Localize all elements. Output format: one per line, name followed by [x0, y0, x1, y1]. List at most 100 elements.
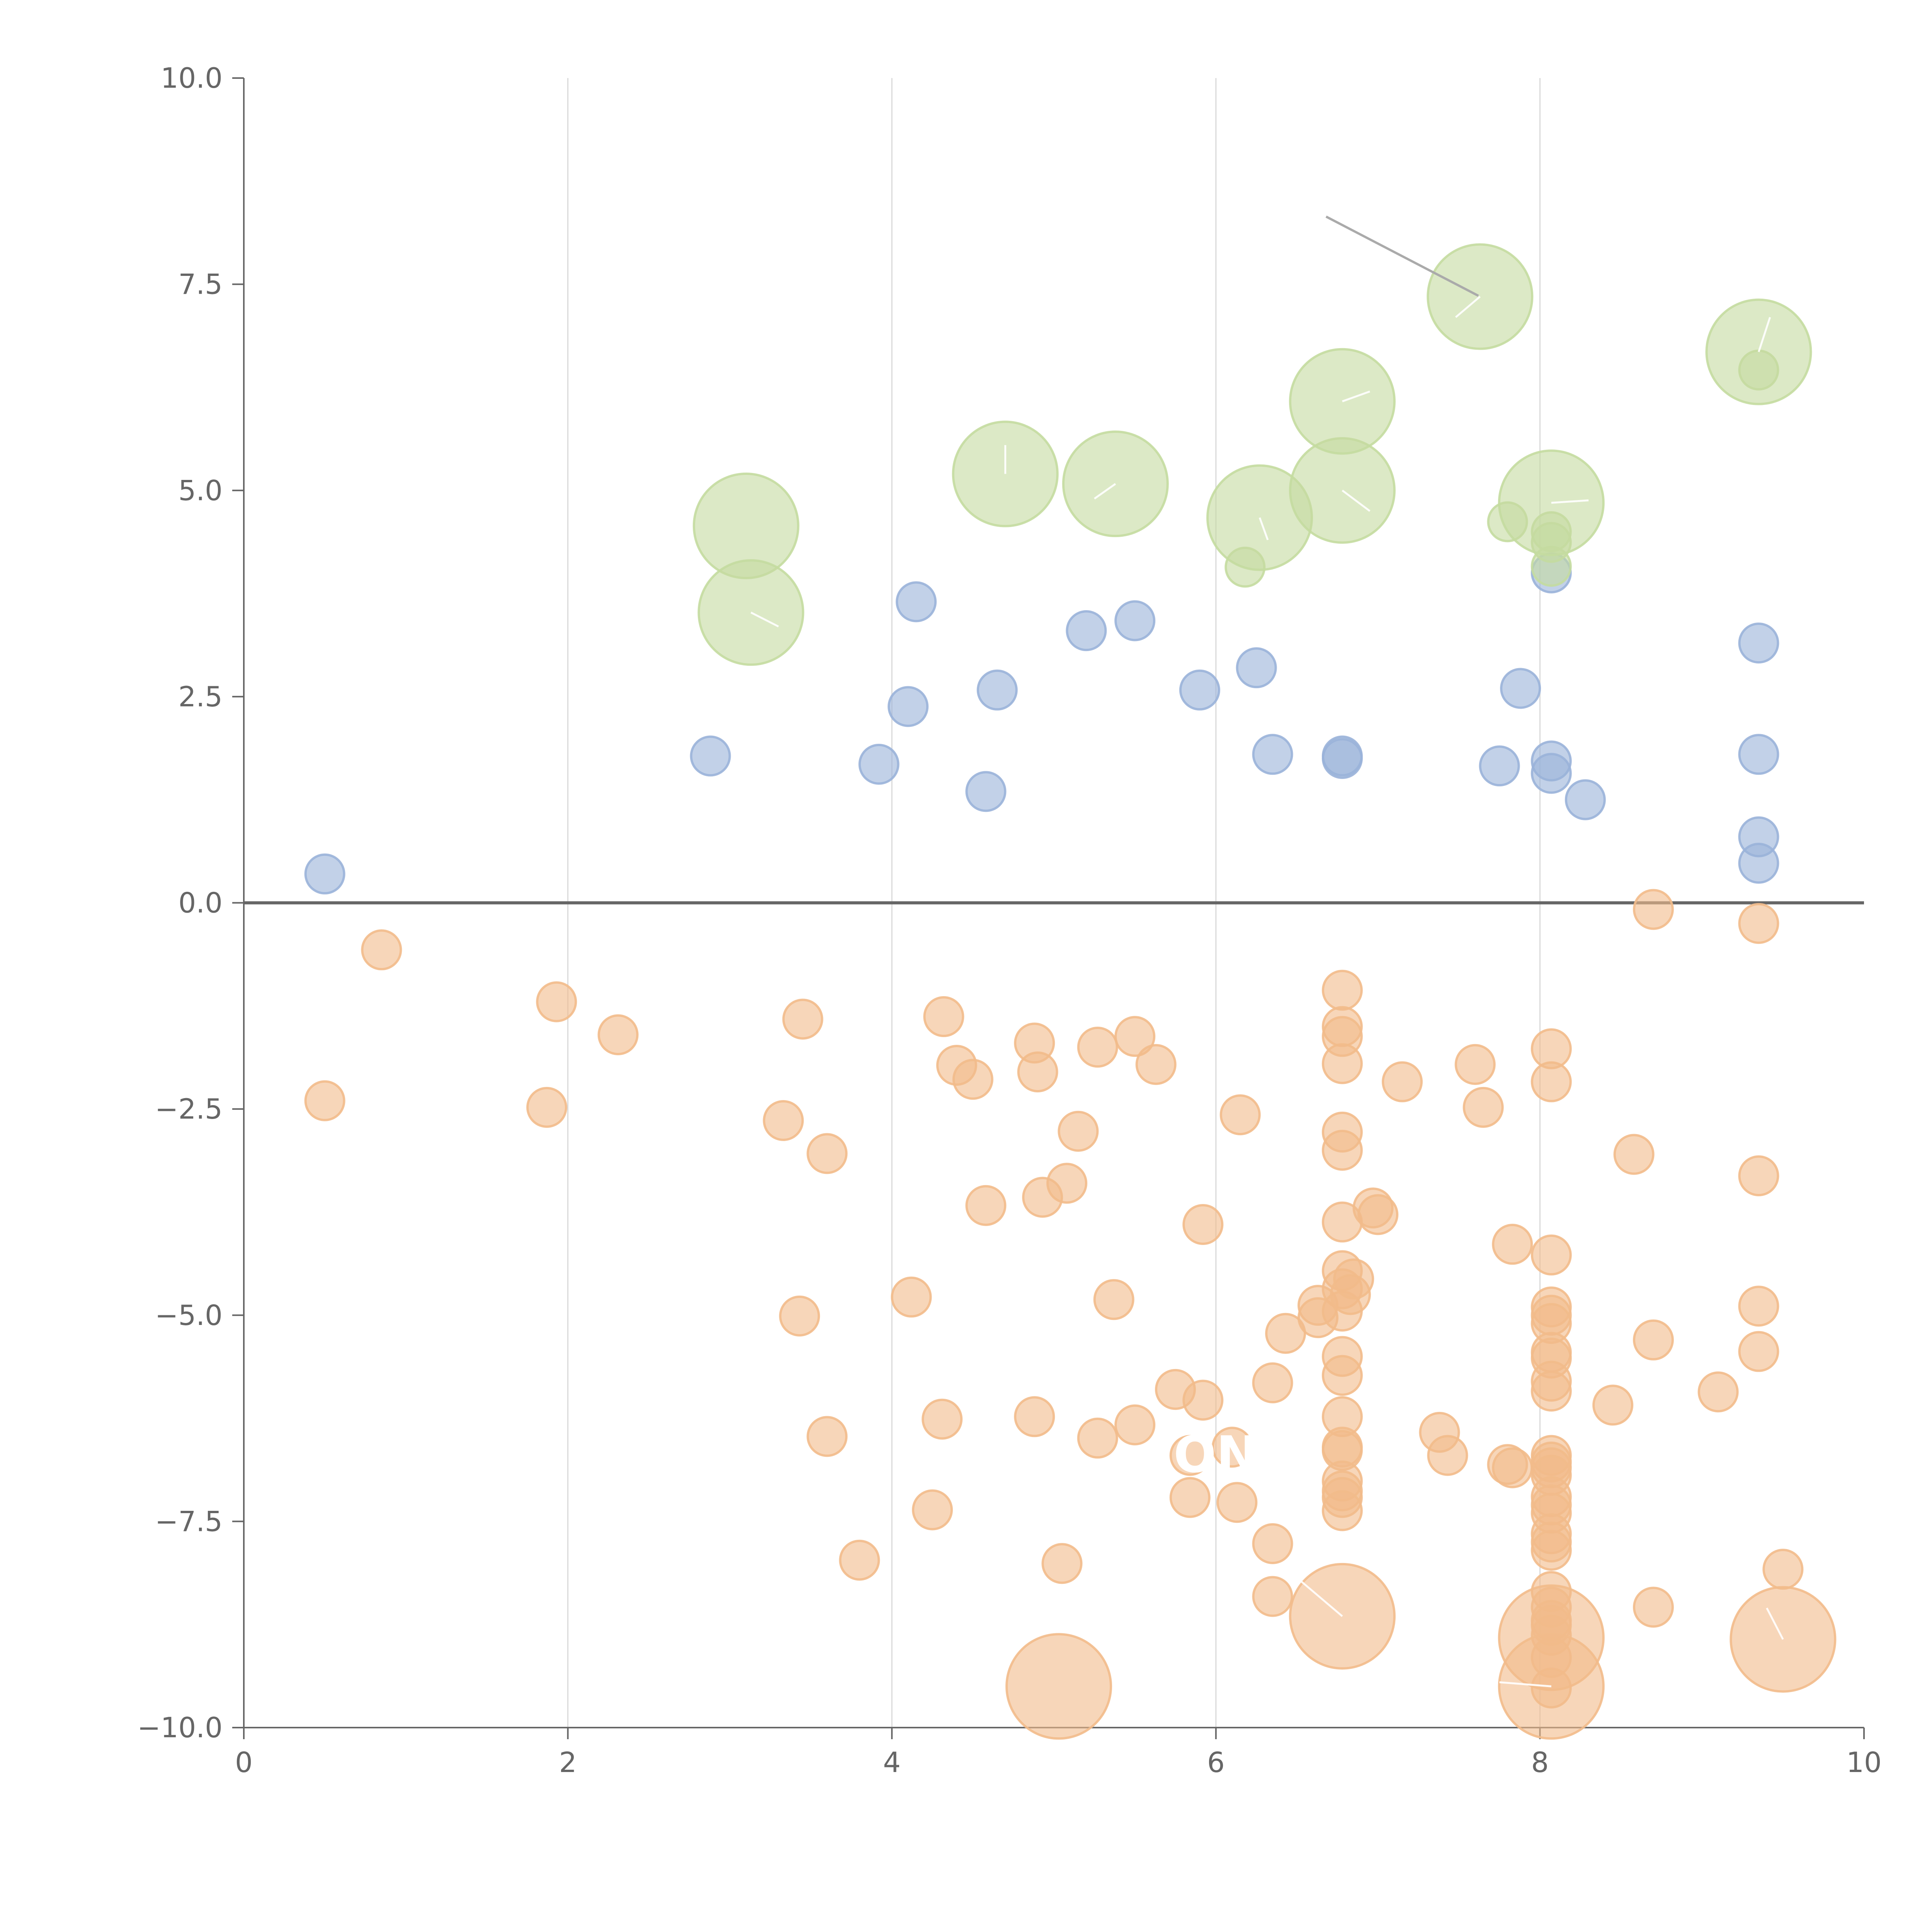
- y-tick-label: −2.5: [155, 1093, 223, 1125]
- bubble-leader-mark: [1455, 296, 1481, 318]
- data-point-orange: [1633, 1587, 1674, 1628]
- data-point-orange: [1633, 889, 1674, 930]
- data-point-orange-large: [1005, 1633, 1112, 1740]
- data-point-orange: [1531, 1530, 1572, 1571]
- data-point-orange: [597, 1014, 639, 1056]
- bubble-leader-mark: [1342, 490, 1371, 512]
- data-point-orange: [952, 1059, 993, 1100]
- data-point-orange: [1531, 1234, 1572, 1276]
- data-point-blue: [1236, 647, 1277, 689]
- y-tick-label: 0.0: [178, 887, 223, 919]
- x-tick-label: 4: [883, 1746, 901, 1779]
- data-point-orange: [839, 1539, 880, 1581]
- data-point-blue: [1500, 668, 1541, 709]
- data-point-orange: [806, 1133, 848, 1174]
- data-point-blue: [976, 669, 1018, 711]
- data-point-blue: [304, 853, 345, 895]
- data-point-orange: [1762, 1549, 1804, 1590]
- data-point-orange: [361, 929, 402, 971]
- y-tick-label: −10.0: [137, 1711, 223, 1744]
- data-point-blue: [1565, 779, 1606, 820]
- y-tick-label: 7.5: [178, 268, 223, 301]
- y-tick-label: 2.5: [178, 680, 223, 713]
- data-point-orange: [1169, 1435, 1211, 1476]
- bubble-leader-mark: [1288, 1570, 1343, 1617]
- bubble-leader-mark: [1342, 390, 1370, 403]
- data-point-orange: [1492, 1224, 1533, 1265]
- data-point-orange: [1463, 1087, 1504, 1128]
- data-point-blue: [858, 743, 900, 785]
- data-point-orange: [923, 996, 964, 1037]
- data-point-blue: [1252, 734, 1293, 775]
- data-point-orange: [806, 1416, 848, 1457]
- data-point-orange: [1633, 1319, 1674, 1361]
- data-point-orange: [779, 1295, 820, 1337]
- data-point-orange: [1333, 1258, 1374, 1299]
- data-point-orange: [1114, 1016, 1156, 1057]
- leader-lines: [750, 215, 1784, 1687]
- x-tick-label: 8: [1531, 1746, 1549, 1779]
- data-point-blue: [1738, 622, 1779, 664]
- data-point-blue: [888, 686, 929, 727]
- data-point-orange: [1014, 1396, 1055, 1437]
- data-point-orange: [1135, 1044, 1177, 1085]
- data-point-orange: [1321, 1490, 1363, 1531]
- data-point-orange: [965, 1185, 1007, 1226]
- bubble-leader-mark: [1766, 1607, 1784, 1640]
- data-point-orange: [1738, 1286, 1779, 1327]
- bubble-leader-mark: [1551, 499, 1589, 504]
- data-point-blue: [896, 581, 937, 622]
- bubble-leader-mark: [1259, 517, 1269, 541]
- data-point-green-large: [1705, 298, 1812, 405]
- data-point-orange: [912, 1489, 953, 1531]
- data-point-blue: [1479, 745, 1520, 787]
- annotations: ON: [1173, 1425, 1258, 1484]
- bubble-leader-mark: [750, 611, 779, 628]
- data-point-orange: [922, 1398, 963, 1440]
- callout-leader-line: [1325, 215, 1479, 297]
- data-point-orange: [1017, 1051, 1058, 1093]
- data-point-orange: [526, 1087, 568, 1128]
- data-point-orange: [1321, 1043, 1363, 1084]
- data-point-orange: [1531, 1371, 1572, 1412]
- data-point-orange: [1427, 1435, 1468, 1476]
- y-tick-label: −5.0: [155, 1299, 223, 1332]
- bubble-leader-mark: [1499, 1681, 1551, 1687]
- data-point-blue: [690, 735, 731, 777]
- data-point-orange: [1093, 1279, 1134, 1320]
- data-point-orange: [1381, 1061, 1423, 1102]
- data-point-orange: [1357, 1194, 1399, 1235]
- data-point-orange: [536, 981, 577, 1022]
- axes: 0 2 4 6 8 10 10.0 7.5 5.0 2.5 0.0 −2.5 −5.0 −7.5 −10.0: [137, 62, 1881, 1779]
- data-point-orange: [304, 1080, 345, 1121]
- data-point-orange: [1531, 1061, 1572, 1102]
- data-point-orange: [1321, 969, 1363, 1011]
- data-point-orange: [782, 998, 823, 1040]
- annotation-label: ON: [1173, 1425, 1258, 1484]
- x-tick-label: 6: [1207, 1746, 1225, 1779]
- data-point-orange: [1321, 1129, 1363, 1171]
- data-point-orange: [1613, 1134, 1655, 1175]
- y-tick-label: 5.0: [178, 474, 223, 507]
- data-point-orange: [1058, 1111, 1099, 1152]
- x-tick-label: 2: [559, 1746, 577, 1779]
- data-point-orange: [1738, 1155, 1779, 1197]
- data-point-orange: [1169, 1477, 1211, 1518]
- x-tick-label: 10: [1846, 1746, 1882, 1779]
- y-tick-label: 10.0: [161, 62, 223, 94]
- data-point-orange: [1114, 1404, 1156, 1446]
- data-point-orange: [1216, 1482, 1258, 1523]
- data-point-blue: [1531, 753, 1572, 794]
- data-point-blue: [1738, 734, 1779, 775]
- data-point-blue: [1066, 610, 1107, 651]
- data-point-blue: [1114, 600, 1156, 641]
- y-tick-label: −7.5: [155, 1505, 223, 1537]
- data-point-orange: [1182, 1204, 1224, 1245]
- data-point-orange: [1077, 1027, 1118, 1068]
- data-points: [304, 243, 1837, 1740]
- x-tick-label: 0: [235, 1746, 253, 1779]
- data-point-orange: [1321, 1355, 1363, 1396]
- data-point-orange: [891, 1276, 932, 1318]
